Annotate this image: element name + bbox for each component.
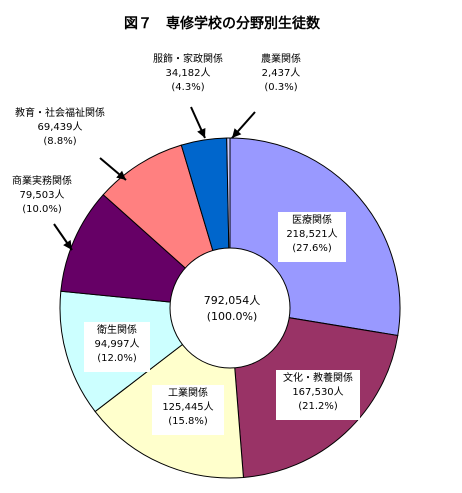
slice-name-1: 文化・教養関係 [283,371,353,384]
slice-percent-0: (27.6%) [292,243,332,254]
label-box-1 [276,370,360,420]
slice-name-3: 衛生関係 [97,323,137,336]
label-box-0 [278,212,346,262]
slice-percent-2: (15.8%) [168,416,208,427]
slice-value-6: 34,182人 [166,67,211,79]
center-percent: (100.0%) [207,310,258,323]
chart-title: 図７ 専修学校の分野別生徒数 [124,15,321,32]
label-box-3 [84,322,150,372]
slice-name-2: 工業関係 [168,386,208,399]
slice-value-7: 2,437人 [262,67,301,79]
leader-arrows [53,106,256,251]
arrow-head-0 [63,240,72,250]
slice-value-2: 125,445人 [162,401,213,413]
slice-percent-4: (10.0%) [22,204,62,215]
slice-value-3: 94,997人 [95,338,140,350]
slice-percent-6: (4.3%) [171,82,204,93]
slice-percent-3: (12.0%) [97,353,137,364]
label-box-2 [152,385,224,435]
slice-name-0: 医療関係 [292,213,332,226]
slice-percent-5: (8.8%) [43,136,76,147]
slice-name-6: 服飾・家政関係 [153,52,223,65]
arrow-head-3 [232,128,242,138]
slice-value-0: 218,521人 [286,228,337,240]
slice-value-5: 69,439人 [38,121,83,133]
arrow-head-1 [116,170,126,180]
slice-value-4: 79,503人 [20,189,65,201]
center-total: 792,054人 [204,294,261,307]
slice-name-7: 農業関係 [261,52,301,65]
slice-value-1: 167,530人 [292,386,343,398]
arrow-head-2 [197,127,206,138]
slice-name-4: 商業実務関係 [12,174,72,187]
slice-percent-7: (0.3%) [264,82,297,93]
slice-percent-1: (21.2%) [298,401,338,412]
slice-labels: 医療関係 218,521人 (27.6%) 文化・教養関係 167,530人 (21.2%… [12,52,360,435]
donut-hole [169,247,291,369]
slice-name-5: 教育・社会福祉関係 [15,106,105,119]
